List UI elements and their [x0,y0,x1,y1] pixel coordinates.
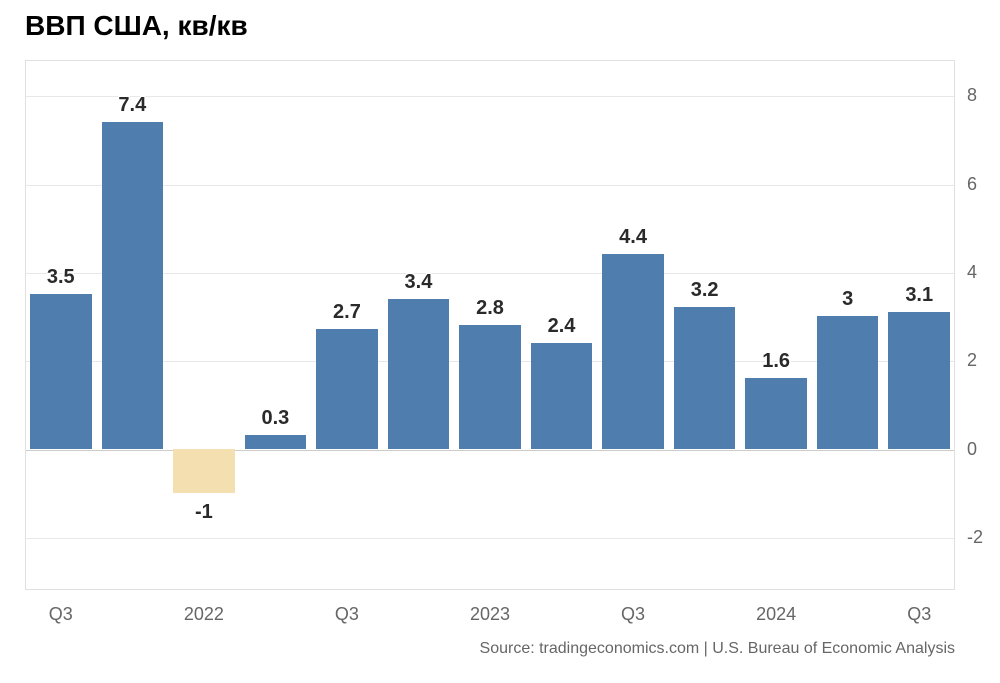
bar [30,294,92,449]
bar [888,312,950,449]
bar [745,378,807,449]
bar-value-label: 1.6 [762,350,790,373]
bar-value-label: 3.5 [47,266,75,289]
bar-value-label: 2.8 [476,297,504,320]
bar-value-label: 7.4 [118,94,146,117]
bar-value-label: 2.7 [333,301,361,324]
bar-value-label: 3.1 [905,284,933,307]
bar [388,299,450,449]
gridline [26,96,954,97]
bar [245,435,307,448]
chart-title: ВВП США, кв/кв [25,10,248,42]
y-tick-label: -2 [967,527,983,548]
x-tick-label: Q3 [621,604,645,625]
bar-value-label: 2.4 [548,315,576,338]
x-tick-label: Q3 [907,604,931,625]
gridline [26,185,954,186]
gridline [26,273,954,274]
bar [173,449,235,493]
bar [459,325,521,449]
x-tick-label: Q3 [335,604,359,625]
y-tick-label: 6 [967,174,977,195]
y-tick-label: 4 [967,262,977,283]
bar-value-label: 4.4 [619,226,647,249]
y-tick-label: 2 [967,350,977,371]
y-tick-label: 0 [967,439,977,460]
x-tick-label: 2024 [756,604,796,625]
bar [102,122,164,449]
bar [531,343,593,449]
gridline [26,538,954,539]
bar-value-label: 3.4 [405,271,433,294]
bar-value-label: 3 [842,288,853,311]
bar [674,307,736,448]
y-tick-label: 8 [967,85,977,106]
bar [316,329,378,448]
bar-value-label: -1 [195,501,213,524]
gridline [26,450,954,451]
bar-value-label: 0.3 [261,407,289,430]
chart-page: { "chart": { "type": "bar", "title": "ВВ… [0,0,1000,683]
x-tick-label: Q3 [49,604,73,625]
bar-value-label: 3.2 [691,279,719,302]
bar [602,254,664,448]
source-attribution: Source: tradingeconomics.com | U.S. Bure… [480,640,955,658]
x-tick-label: 2022 [184,604,224,625]
x-tick-label: 2023 [470,604,510,625]
bar [817,316,879,449]
